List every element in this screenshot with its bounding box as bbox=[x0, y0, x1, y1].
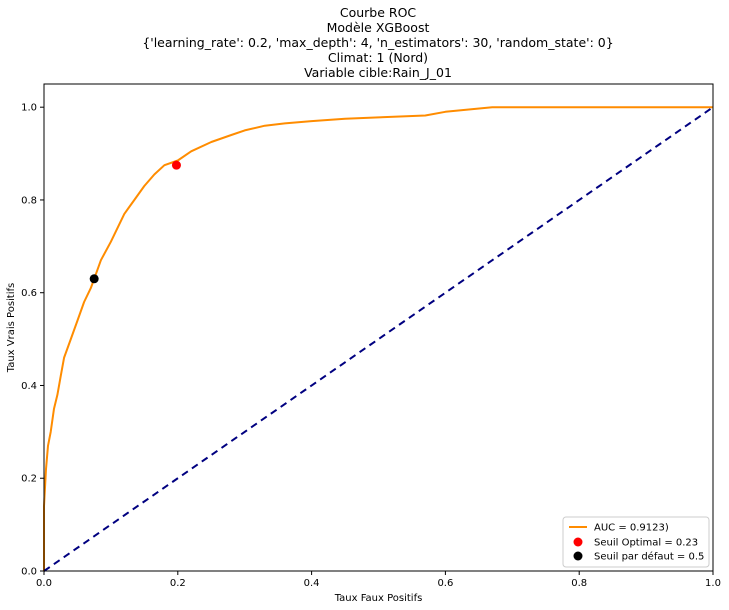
legend-marker-swatch bbox=[573, 537, 583, 547]
legend-label: Seuil Optimal = 0.23 bbox=[594, 538, 698, 549]
x-tick-label: 0.4 bbox=[304, 578, 320, 589]
threshold-point bbox=[171, 160, 181, 170]
legend: AUC = 0.9123) Seuil Optimal = 0.23 Seuil p… bbox=[562, 516, 710, 568]
title-line: Climat: 1 (Nord) bbox=[328, 50, 428, 65]
plot-content bbox=[43, 83, 714, 572]
title-line: Variable cible:Rain_J_01 bbox=[304, 65, 452, 80]
legend-box bbox=[562, 516, 710, 568]
x-tick-label: 0.8 bbox=[571, 578, 587, 589]
title-line: Courbe ROC bbox=[340, 5, 417, 20]
x-tick-label: 0.2 bbox=[170, 578, 186, 589]
roc-curve-line bbox=[43, 106, 713, 571]
y-tick-label: 0.0 bbox=[21, 567, 37, 578]
y-axis-label: Taux Vrais Positifs bbox=[6, 283, 17, 373]
y-tick-label: 0.6 bbox=[21, 288, 37, 299]
y-tick-label: 0.2 bbox=[21, 474, 37, 485]
legend-label: AUC = 0.9123) bbox=[594, 523, 669, 534]
x-axis-ticks: 0.0 0.2 0.4 0.6 0.8 1.0 bbox=[36, 571, 721, 589]
axes-frame bbox=[43, 83, 714, 572]
x-tick-label: 0.6 bbox=[437, 578, 453, 589]
legend-marker-swatch bbox=[573, 551, 583, 561]
threshold-point bbox=[89, 274, 99, 284]
y-axis-ticks: 0.0 0.2 0.4 0.6 0.8 1.0 bbox=[21, 103, 44, 578]
x-axis-label: Taux Faux Positifs bbox=[334, 593, 423, 604]
y-tick-label: 1.0 bbox=[21, 103, 37, 114]
plot-area bbox=[44, 84, 713, 571]
diagonal-reference-line bbox=[43, 106, 714, 572]
legend-label: Seuil par défaut = 0.5 bbox=[594, 551, 704, 563]
y-tick-label: 0.8 bbox=[21, 195, 37, 206]
x-tick-label: 0.0 bbox=[36, 578, 52, 589]
y-tick-label: 0.4 bbox=[21, 381, 37, 392]
title-line: Modèle XGBoost bbox=[327, 20, 430, 35]
x-tick-label: 1.0 bbox=[705, 578, 721, 589]
title-line: {'learning_rate': 0.2, 'max_depth': 4, '… bbox=[142, 35, 613, 50]
